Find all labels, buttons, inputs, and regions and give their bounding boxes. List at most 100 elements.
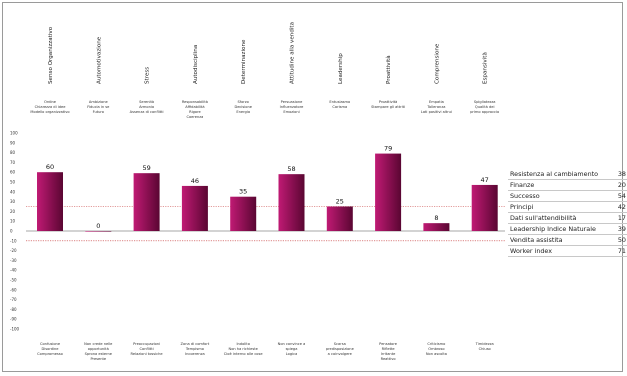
y-tick-label: 80 [10, 150, 16, 155]
index-value: 54 [617, 192, 626, 200]
bar [326, 206, 353, 231]
top-descriptor: Spigliatezza [474, 100, 496, 104]
bottom-descriptor: spiega [286, 347, 298, 351]
y-tick-label: 30 [10, 199, 16, 204]
bar-value-label: 47 [481, 176, 489, 184]
bottom-descriptor: Scarsa [334, 342, 346, 346]
index-row: Vendita assistita 50 [508, 235, 627, 246]
top-descriptor: Energia [236, 110, 250, 114]
index-label: Vendita assistita [510, 236, 563, 244]
bottom-descriptor: Pensatore [379, 342, 398, 346]
bottom-descriptor: Logica [286, 352, 298, 356]
top-descriptor: Futuro [93, 110, 104, 114]
top-descriptor: Serenità [139, 100, 154, 104]
y-tick-label: 40 [10, 189, 16, 194]
y-tick-label: -50 [10, 278, 17, 283]
index-row: Worker index 71 [508, 246, 627, 257]
top-descriptor: Sforzo [238, 100, 249, 104]
top-descriptor: Influenzatore [280, 105, 304, 109]
bar [278, 174, 305, 231]
bottom-descriptor: Sprona esterne [85, 352, 113, 356]
category-label: Autodisciplina [193, 45, 199, 84]
index-value: 50 [617, 236, 626, 244]
top-descriptor: Entusiasmo [329, 100, 350, 104]
bottom-descriptor: Chiuso [479, 347, 491, 351]
y-tick-label: -40 [10, 268, 17, 273]
y-tick-label: 20 [10, 209, 16, 214]
bottom-descriptor: opportunità [88, 347, 109, 351]
y-tick-label: 60 [10, 170, 16, 175]
y-tick-label: 10 [10, 219, 16, 224]
bottom-descriptor: Non convince a [278, 342, 306, 346]
bottom-descriptor: Incoerenza [185, 352, 205, 356]
top-descriptor: Ambizione [89, 100, 109, 104]
bar-value-label: 59 [142, 164, 150, 172]
bottom-descriptor: Cioè interno alle cose [224, 352, 264, 356]
bar-value-label: 46 [191, 177, 199, 185]
top-descriptor: Proattività [379, 100, 397, 104]
top-descriptor: Affidabilità [185, 105, 204, 109]
category-label: Senso Organizzativo [48, 26, 54, 84]
index-value: 17 [617, 214, 626, 222]
category-label: Proattività [385, 55, 392, 84]
bottom-descriptor: Tempismo [185, 347, 204, 351]
bar-value-label: 0 [96, 222, 100, 230]
category-label: Leadership [338, 53, 344, 84]
bar [85, 231, 112, 232]
category-label: Espansività [482, 52, 489, 84]
index-value: 42 [617, 203, 626, 211]
top-descriptor: Decisione [234, 105, 252, 109]
indices-table: Resistenza al cambiamento 38 Finanze 20 Succ… [508, 169, 627, 257]
bottom-descriptor: Disordine [41, 347, 59, 351]
bar [375, 153, 402, 231]
top-descriptor: Tolleranza [426, 105, 445, 109]
index-row: Resistenza al cambiamento 38 [508, 169, 627, 180]
y-tick-label: 90 [10, 140, 16, 145]
report-frame [2, 2, 623, 372]
category-label: Attitudine alla vendita [290, 22, 296, 84]
y-tick-label: -30 [10, 258, 17, 263]
y-tick-label: -20 [10, 248, 17, 253]
bottom-descriptor: Irritante [381, 352, 396, 356]
top-descriptor: Emozioni [283, 110, 299, 114]
bar [230, 196, 257, 231]
bar-value-label: 60 [46, 163, 54, 171]
category-label: Automotivazione [96, 36, 102, 84]
top-descriptor: Coerenza [186, 115, 203, 119]
index-row: Dati sull'attendibilità 17 [508, 213, 627, 224]
bar-value-label: 79 [384, 145, 392, 153]
bar-value-label: 35 [239, 188, 247, 196]
index-label: Leadership Indice Naturale [510, 225, 596, 233]
top-descriptor: Carisma [332, 105, 347, 109]
index-label: Worker index [510, 247, 553, 255]
bottom-descriptor: Ombroso [428, 347, 444, 351]
y-tick-label: 100 [10, 131, 18, 136]
top-descriptor: Rigore [189, 110, 201, 114]
bar-value-label: 8 [434, 214, 438, 222]
y-tick-label: -90 [10, 317, 17, 322]
y-tick-label: 70 [10, 160, 16, 165]
bottom-descriptor: Timidezza [475, 342, 494, 346]
index-row: Leadership Indice Naturale 39 [508, 224, 627, 235]
bottom-descriptor: a coinvolgere [328, 352, 353, 356]
top-descriptor: Stampare gli attriti [371, 105, 405, 109]
bottom-descriptor: Indolito [236, 342, 249, 346]
bar [37, 172, 63, 231]
bar [471, 184, 498, 231]
index-row: Principi 42 [508, 202, 627, 213]
top-descriptor: Responsabilità [182, 100, 208, 104]
top-descriptor: Ordine [44, 100, 57, 104]
top-descriptor: Chiarezza di idee [35, 105, 67, 109]
category-label: Determinazione [241, 39, 247, 84]
bottom-descriptor: Non ascolta [426, 352, 447, 356]
top-descriptor: Lati positivi altrui [421, 110, 452, 114]
y-tick-label: -80 [10, 307, 17, 312]
top-descriptor: Assenza di conflitti [130, 110, 164, 114]
bottom-descriptor: Criticismo [427, 342, 445, 346]
bar-value-label: 25 [336, 198, 344, 206]
top-descriptor: Persuasione [281, 100, 303, 104]
bottom-descriptor: Preoccupazioni [133, 342, 160, 346]
category-label: Stress [145, 67, 151, 84]
index-label: Finanze [510, 181, 535, 189]
